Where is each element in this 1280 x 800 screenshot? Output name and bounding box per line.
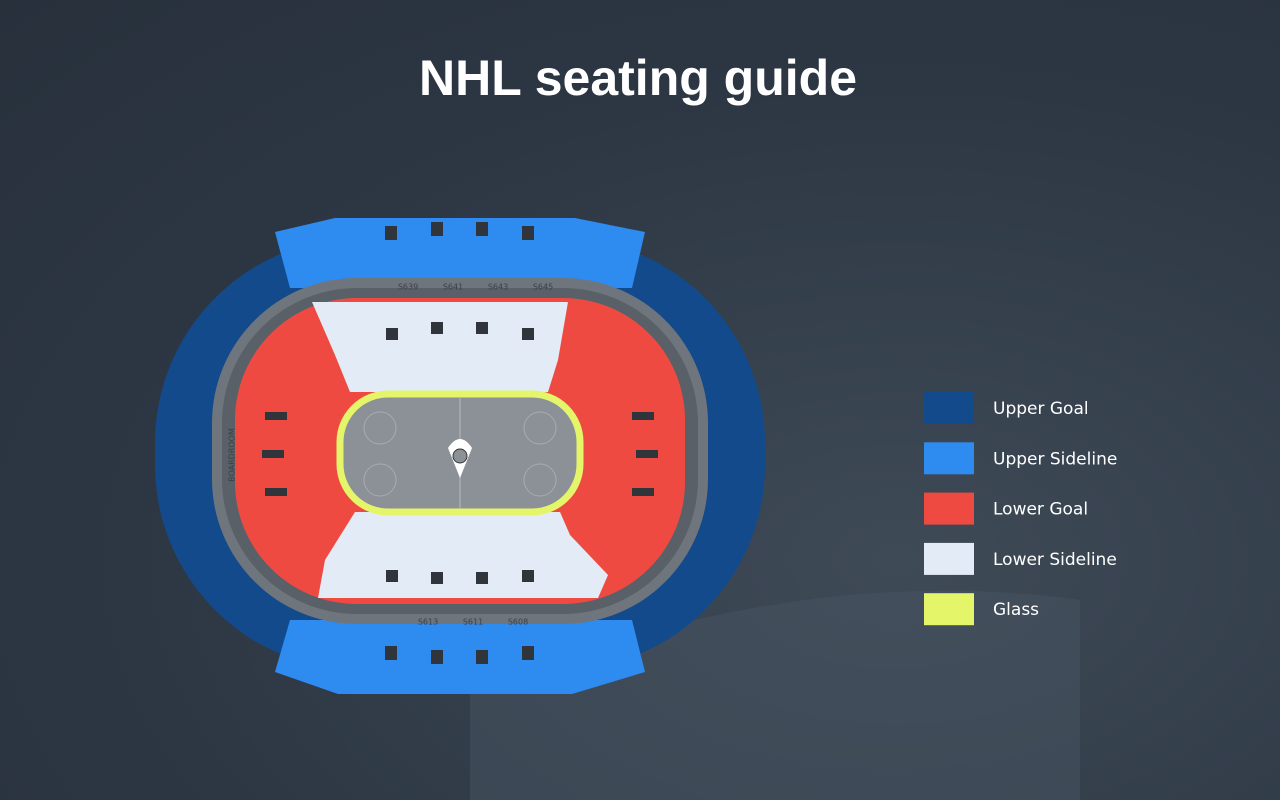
faceoff-circle	[523, 411, 557, 445]
lower-sideline-top	[312, 302, 568, 392]
upper-sideline-bottom	[275, 620, 645, 694]
section-label: S641	[443, 283, 463, 292]
arena-map: S639 S641 S643 S645 S613 S611 S608 BOARDROOM	[155, 218, 765, 694]
legend-swatch	[924, 392, 974, 424]
title: NHL seating guide	[419, 50, 857, 106]
legend-swatch	[924, 542, 974, 575]
section-label: BOARDROOM	[228, 428, 237, 482]
upper-sideline-top	[275, 218, 645, 288]
faceoff-circle	[523, 463, 557, 497]
section-label: S643	[488, 283, 508, 292]
legend-label: Glass	[993, 600, 1039, 620]
faceoff-circle	[363, 411, 397, 445]
legend-label: Upper Sideline	[993, 449, 1117, 469]
aisles	[262, 222, 658, 664]
legend-label: Upper Goal	[993, 399, 1089, 419]
legend-label: Lower Sideline	[993, 550, 1117, 570]
legend-swatch	[924, 492, 974, 525]
logo-mark	[452, 448, 468, 464]
legend: Upper Goal Upper Sideline Lower Goal Lower …	[924, 392, 1117, 626]
section-labels: S639 S641 S643 S645 S613 S611 S608	[398, 283, 553, 627]
section-label: S611	[463, 618, 483, 627]
lower-sideline-bottom	[318, 512, 608, 598]
faceoff-circle	[363, 463, 397, 497]
section-label: S613	[418, 618, 438, 627]
legend-swatch	[924, 593, 974, 626]
section-label: S645	[533, 283, 553, 292]
section-label: S608	[508, 618, 528, 627]
legend-label: Lower Goal	[993, 500, 1088, 520]
legend-swatch	[924, 442, 974, 475]
section-label: S639	[398, 283, 418, 292]
